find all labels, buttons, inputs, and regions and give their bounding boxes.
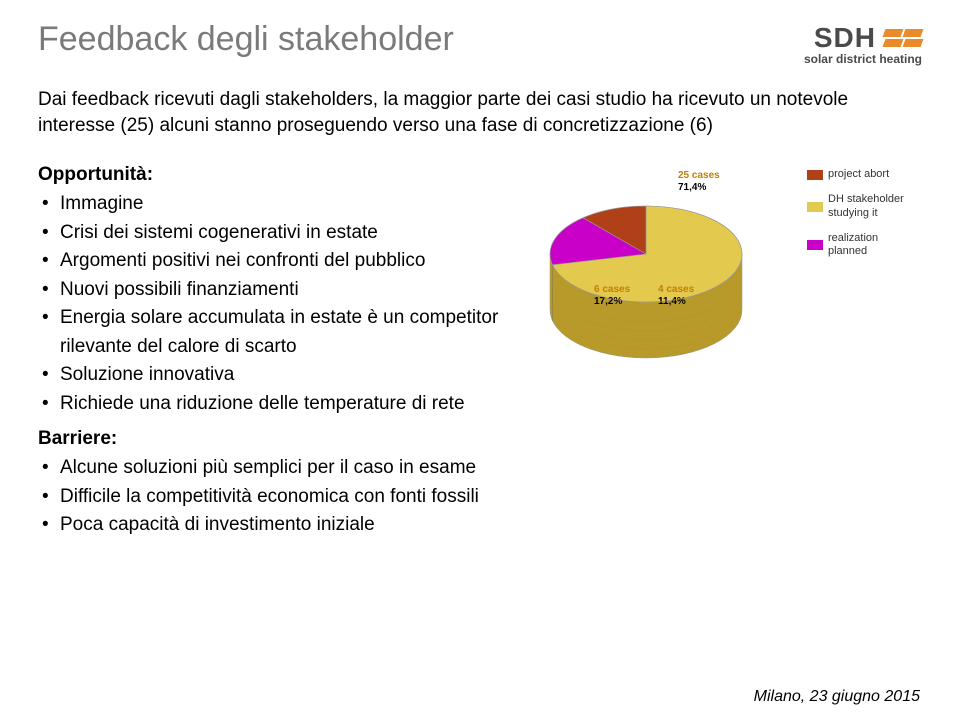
list-item: Poca capacità di investimento iniziale: [38, 511, 922, 540]
svg-text:4 cases: 4 cases: [658, 284, 695, 295]
logo-text: SDH: [814, 22, 876, 54]
barriere-list: Alcune soluzioni più semplici per il cas…: [38, 454, 922, 540]
list-item: Crisi dei sistemi cogenerativi in estate: [38, 219, 518, 248]
intro-paragraph: Dai feedback ricevuti dagli stakeholders…: [38, 87, 908, 138]
list-item: Alcune soluzioni più semplici per il cas…: [38, 454, 922, 483]
svg-text:25 cases: 25 cases: [678, 170, 720, 181]
legend-item: DH stakeholder studying it: [807, 193, 918, 219]
svg-text:6 cases: 6 cases: [594, 284, 631, 295]
legend-swatch: [807, 170, 823, 180]
list-item: Energia solare accumulata in estate è un…: [38, 304, 518, 361]
cylinder-pie-chart: 25 cases71,4%6 cases17,2%4 cases11,4%: [528, 154, 788, 394]
chart-legend: project abort DH stakeholder studying it r…: [807, 168, 918, 270]
chart-area: 25 cases71,4%6 cases17,2%4 cases11,4% pr…: [528, 154, 908, 414]
legend-label: DH stakeholder studying it: [828, 193, 918, 219]
list-item: Nuovi possibili finanziamenti: [38, 276, 518, 305]
logo-bars-icon: [884, 29, 922, 47]
footer-date: Milano, 23 giugno 2015: [754, 688, 920, 706]
list-item: Immagine: [38, 190, 518, 219]
list-item: Soluzione innovativa: [38, 361, 518, 390]
legend-item: realization planned: [807, 232, 918, 258]
logo-subtitle: solar district heating: [804, 52, 922, 66]
list-item: Richiede una riduzione delle temperature…: [38, 390, 518, 419]
left-column: Opportunità: ImmagineCrisi dei sistemi c…: [38, 160, 518, 424]
barriere-heading: Barriere:: [38, 428, 922, 450]
opportunita-heading: Opportunità:: [38, 164, 518, 186]
page-title: Feedback degli stakeholder: [38, 20, 922, 59]
legend-swatch: [807, 240, 823, 250]
logo: SDH: [814, 22, 922, 54]
legend-label: project abort: [828, 168, 889, 181]
svg-text:17,2%: 17,2%: [594, 296, 622, 307]
opportunita-list: ImmagineCrisi dei sistemi cogenerativi i…: [38, 190, 518, 418]
legend-label: realization planned: [828, 232, 918, 258]
legend-item: project abort: [807, 168, 918, 181]
list-item: Argomenti positivi nei confronti del pub…: [38, 247, 518, 276]
legend-swatch: [807, 202, 823, 212]
svg-text:71,4%: 71,4%: [678, 182, 706, 193]
list-item: Difficile la competitività economica con…: [38, 483, 922, 512]
